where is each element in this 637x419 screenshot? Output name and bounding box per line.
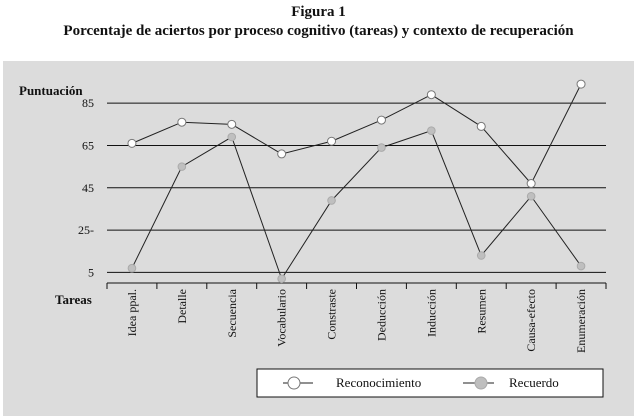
data-point xyxy=(377,143,386,152)
legend-box xyxy=(256,368,604,398)
y-tick-label: 65 xyxy=(82,138,94,152)
data-point xyxy=(526,191,536,201)
legend: Reconocimiento Recuerdo xyxy=(256,368,604,398)
data-point xyxy=(177,117,187,127)
data-point xyxy=(227,119,237,129)
legend-label: Reconocimiento xyxy=(336,375,421,390)
chart-panel xyxy=(3,61,634,416)
data-point xyxy=(277,274,286,284)
x-category-label: Idea ppal. xyxy=(125,289,139,336)
data-point xyxy=(227,132,237,142)
x-category-label: Vocabulario xyxy=(275,289,289,347)
data-point xyxy=(127,263,137,273)
y-tick-label: 25- xyxy=(78,223,94,237)
x-category-label: Causa-efecto xyxy=(524,289,538,352)
y-axis-title: Puntuación xyxy=(19,83,83,98)
data-series xyxy=(127,79,586,284)
y-axis-ticks: 85 65 45 25- 5 xyxy=(78,96,94,279)
data-point xyxy=(476,121,486,131)
series-line xyxy=(131,130,582,280)
figure-number: Figura 1 xyxy=(291,4,346,20)
grid-lines xyxy=(106,102,607,289)
data-point xyxy=(476,251,486,260)
x-category-label: Secuencia xyxy=(225,288,239,337)
data-point xyxy=(376,115,386,125)
series-line xyxy=(131,83,582,185)
data-point xyxy=(427,126,436,135)
x-category-label: Detalle xyxy=(175,289,189,324)
x-category-label: Deducción xyxy=(374,289,388,341)
legend-marker xyxy=(474,376,488,390)
series-reconocimiento xyxy=(127,79,586,189)
data-point xyxy=(526,179,536,189)
data-point xyxy=(576,261,586,271)
data-point xyxy=(177,162,187,171)
y-tick-label: 45 xyxy=(82,181,94,195)
x-category-label: Constraste xyxy=(325,289,339,340)
y-tick-label: 85 xyxy=(82,96,94,110)
data-point xyxy=(576,79,586,89)
data-point xyxy=(277,149,287,159)
data-point xyxy=(327,196,336,205)
x-category-label: Resumen xyxy=(474,289,488,334)
data-point xyxy=(327,136,337,146)
figure-title: Porcentaje de aciertos por proceso cogni… xyxy=(63,23,574,39)
x-axis-title: Tareas xyxy=(55,292,92,307)
data-point xyxy=(426,90,436,100)
x-category-label: Inducción xyxy=(424,289,438,337)
data-point xyxy=(127,138,137,148)
legend-label: Recuerdo xyxy=(509,375,559,390)
x-axis-categories: Idea ppal. Detalle Secuencia Vocabulario Con… xyxy=(125,288,588,353)
series-recuerdo xyxy=(127,126,586,284)
x-category-label: Enumeración xyxy=(574,289,588,353)
y-tick-label: 5 xyxy=(88,265,94,279)
legend-marker xyxy=(287,376,301,390)
